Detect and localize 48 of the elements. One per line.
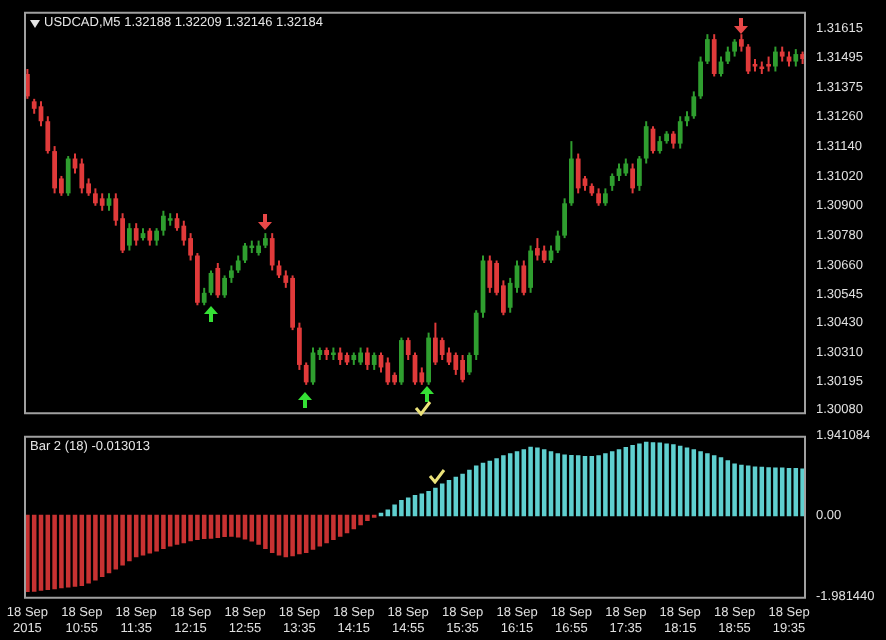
bar: [671, 444, 676, 517]
bar: [297, 514, 302, 555]
bar: [739, 464, 744, 517]
bar: [698, 451, 703, 517]
bar: [562, 454, 567, 517]
bar: [773, 467, 778, 517]
bar: [154, 514, 159, 552]
bar: [222, 514, 227, 538]
bar: [637, 443, 642, 517]
bar: [331, 514, 336, 540]
bar: [93, 514, 98, 581]
bar: [433, 487, 438, 517]
bar: [59, 514, 64, 589]
bar: [324, 514, 329, 544]
bar: [167, 514, 173, 547]
bar: [399, 500, 404, 517]
bar: [161, 514, 166, 549]
bar: [528, 446, 533, 517]
bar: [256, 514, 261, 545]
bar: [766, 467, 771, 517]
bar: [603, 453, 608, 517]
bar: [229, 514, 234, 537]
bar: [195, 514, 200, 540]
bar: [263, 514, 268, 549]
bar: [188, 514, 193, 542]
bar: [460, 473, 465, 517]
bar: [705, 453, 710, 517]
bar: [426, 491, 431, 517]
bar: [501, 455, 506, 517]
bar: [127, 514, 132, 562]
bar: [385, 509, 391, 517]
bar: [664, 443, 669, 517]
bar: [630, 445, 635, 517]
bar: [365, 514, 370, 522]
bar: [86, 514, 91, 584]
bar: [569, 454, 574, 517]
bar: [392, 504, 397, 517]
bar: [290, 514, 295, 557]
bar: [317, 514, 323, 547]
bar: [419, 493, 425, 517]
bar: [52, 514, 57, 590]
bar: [120, 514, 125, 566]
bar: [732, 463, 737, 517]
bar: [494, 458, 499, 517]
bar: [467, 469, 472, 517]
bar: [596, 455, 601, 517]
bar: [358, 514, 363, 526]
bar: [535, 447, 540, 517]
